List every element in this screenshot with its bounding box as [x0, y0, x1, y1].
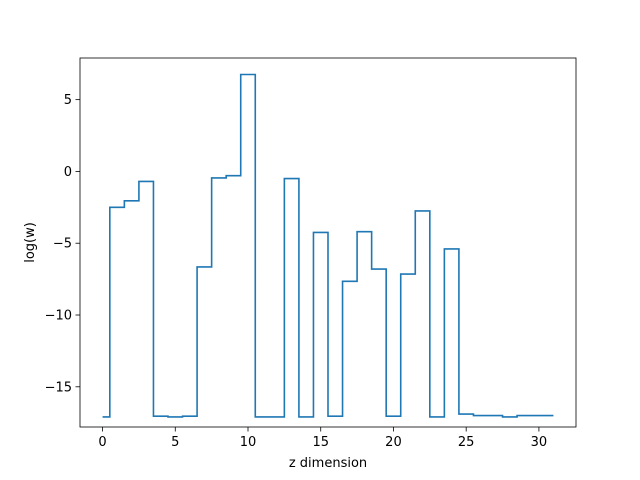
x-tick-label: 25	[458, 435, 475, 450]
x-axis-ticks: 0 5 10 15 20 25 30	[98, 427, 547, 450]
y-tick-label: 0	[64, 165, 72, 180]
plot-frame	[79, 57, 577, 428]
series-line	[102, 73, 554, 418]
y-tick-label: −15	[45, 380, 72, 395]
y-tick-label: −5	[53, 237, 72, 252]
x-tick-label: 5	[171, 435, 179, 450]
x-tick-label: 0	[98, 435, 106, 450]
x-tick-label: 15	[312, 435, 329, 450]
x-tick-label: 20	[385, 435, 402, 450]
y-axis-ticks: 5 0 −5 −10 −15	[45, 93, 80, 395]
y-axis-label: log(w)	[23, 222, 38, 263]
x-tick-label: 30	[531, 435, 548, 450]
y-tick-label: −10	[45, 309, 72, 324]
y-tick-label: 5	[64, 93, 72, 108]
x-axis-label: z dimension	[289, 456, 367, 471]
x-tick-label: 10	[240, 435, 257, 450]
